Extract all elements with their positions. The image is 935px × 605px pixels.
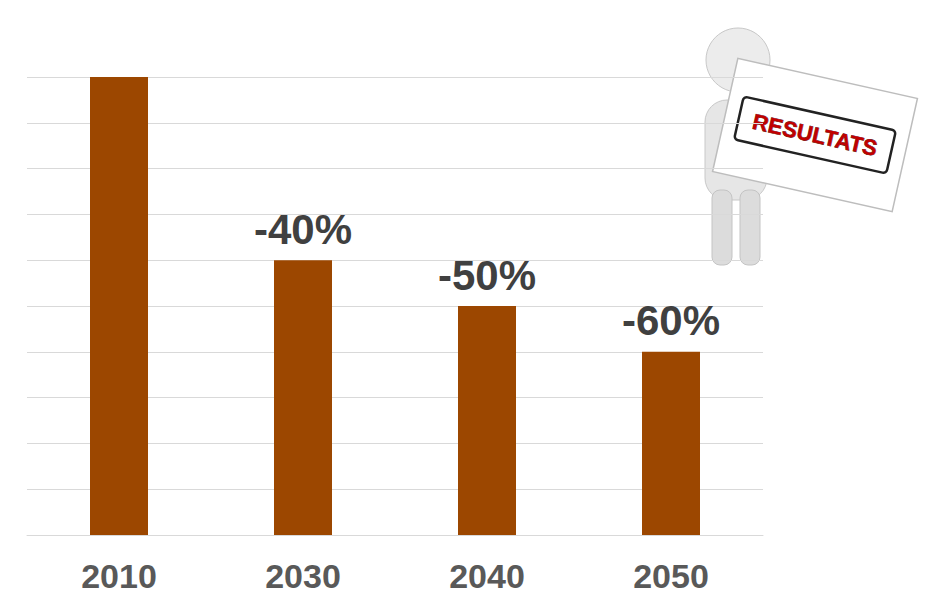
svg-text:-40%: -40% [254, 206, 352, 253]
svg-text:2040: 2040 [449, 557, 525, 595]
svg-text:RESULTATS: RESULTATS [750, 109, 880, 161]
svg-text:2050: 2050 [633, 557, 709, 595]
svg-text:-60%: -60% [622, 297, 720, 344]
svg-text:2010: 2010 [81, 557, 157, 595]
svg-text:-50%: -50% [438, 252, 536, 299]
svg-text:2030: 2030 [265, 557, 341, 595]
